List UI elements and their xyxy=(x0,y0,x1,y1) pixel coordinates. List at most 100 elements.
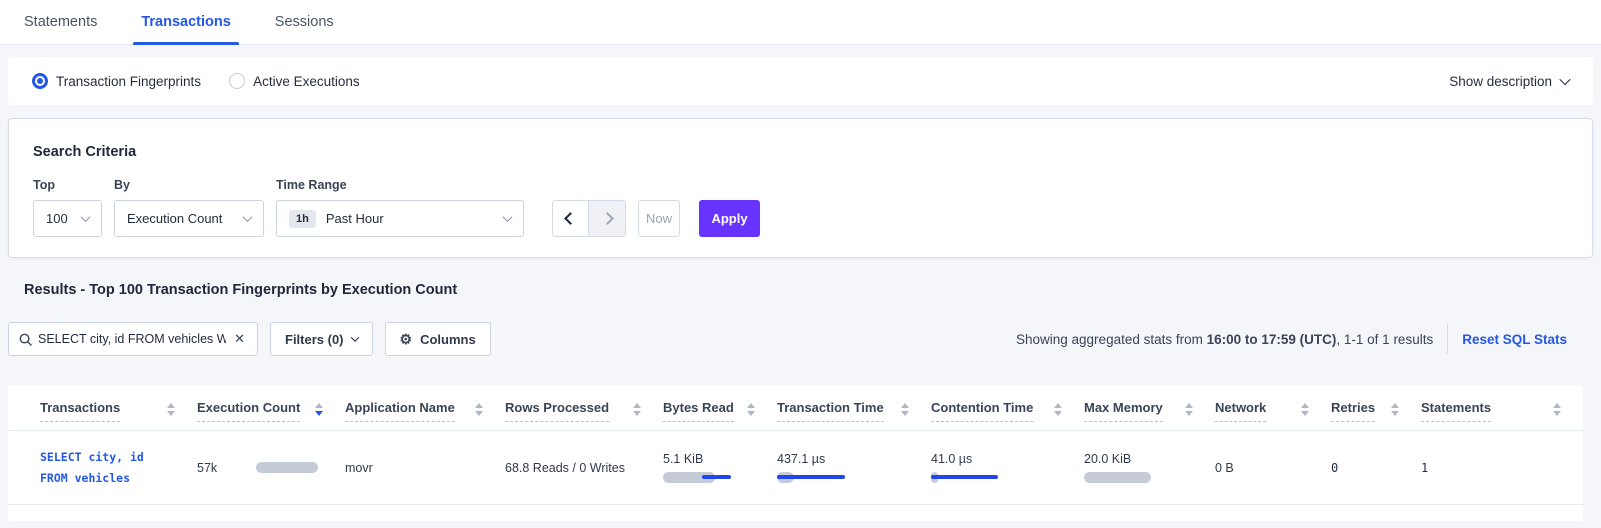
transaction-fingerprint-link[interactable]: SELECT city, id FROM vehicles xyxy=(40,449,144,485)
next-time-window-button[interactable] xyxy=(589,200,626,237)
transactions-table: Transactions Execution Count Application… xyxy=(8,385,1583,521)
column-header-application-name[interactable]: Application Name xyxy=(345,385,505,430)
cell-rows-processed: 68.8 Reads / 0 Writes xyxy=(505,431,663,504)
search-input[interactable] xyxy=(38,332,227,346)
cell-bytes-read: 5.1 KiB xyxy=(663,431,777,504)
sort-icon xyxy=(1185,403,1193,416)
column-header-statements[interactable]: Statements xyxy=(1421,385,1583,430)
radio-active-executions[interactable]: Active Executions xyxy=(229,73,360,89)
time-range-label: Time Range xyxy=(276,178,347,192)
cell-statements: 1 xyxy=(1421,431,1583,504)
divider xyxy=(1447,324,1449,354)
sort-icon xyxy=(1553,403,1561,416)
previous-time-window-button[interactable] xyxy=(552,200,589,237)
sort-icon xyxy=(901,403,909,416)
cell-max-memory: 20.0 KiB xyxy=(1084,431,1215,504)
contention-time-bar xyxy=(931,471,999,484)
chevron-down-icon xyxy=(350,333,359,342)
sort-icon xyxy=(475,403,483,416)
cell-contention-time: 41.0 µs xyxy=(931,431,1084,504)
gear-icon: ⚙ xyxy=(399,331,413,347)
time-range-badge: 1h xyxy=(289,209,316,228)
search-criteria-title: Search Criteria xyxy=(33,144,137,160)
time-range-value: Past Hour xyxy=(325,211,384,226)
cell-retries: 0 xyxy=(1331,431,1421,504)
radio-transaction-fingerprints[interactable]: Transaction Fingerprints xyxy=(32,73,201,89)
radio-label: Active Executions xyxy=(253,73,360,89)
apply-button[interactable]: Apply xyxy=(699,200,760,237)
contention-time-value: 41.0 µs xyxy=(931,451,973,466)
cell-network: 0 B xyxy=(1215,431,1331,504)
bytes-read-bar xyxy=(663,471,731,484)
show-description-label: Show description xyxy=(1449,73,1552,89)
column-header-transactions[interactable]: Transactions xyxy=(40,385,197,430)
now-button[interactable]: Now xyxy=(638,200,680,237)
tab-statements[interactable]: Statements xyxy=(16,0,105,44)
column-header-network[interactable]: Network xyxy=(1215,385,1331,430)
cell-transaction-time: 437.1 µs xyxy=(777,431,931,504)
filters-button[interactable]: Filters (0) xyxy=(270,322,373,356)
sort-icon xyxy=(315,403,323,416)
execution-count-value: 57k xyxy=(197,460,218,475)
column-header-rows-processed[interactable]: Rows Processed xyxy=(505,385,663,430)
chevron-down-icon xyxy=(502,212,513,223)
results-toolbar: ✕ Filters (0) ⚙ Columns Showing aggregat… xyxy=(8,322,1593,356)
aggregated-stats-text: Showing aggregated stats from 16:00 to 1… xyxy=(1016,331,1434,347)
time-window-arrows xyxy=(552,200,626,237)
search-criteria-panel: Search Criteria Top 100 By Execution Cou… xyxy=(8,118,1593,258)
tab-transactions[interactable]: Transactions xyxy=(133,0,240,45)
chevron-down-icon xyxy=(242,212,253,223)
execution-count-bar xyxy=(256,461,319,474)
max-memory-bar xyxy=(1084,471,1151,484)
clear-search-icon[interactable]: ✕ xyxy=(234,331,245,346)
by-label: By xyxy=(114,178,130,192)
rows-processed-value: 68.8 Reads / 0 Writes xyxy=(505,460,625,475)
radio-icon xyxy=(229,73,246,89)
by-select-value: Execution Count xyxy=(127,211,223,226)
sort-icon xyxy=(747,403,755,416)
cell-application-name: movr xyxy=(345,431,505,504)
retries-value: 0 xyxy=(1331,460,1339,475)
columns-button[interactable]: ⚙ Columns xyxy=(384,322,491,356)
time-range-select[interactable]: 1h Past Hour xyxy=(276,200,524,237)
statements-value: 1 xyxy=(1421,460,1429,475)
column-header-transaction-time[interactable]: Transaction Time xyxy=(777,385,931,430)
top-label: Top xyxy=(33,178,55,192)
top-select[interactable]: 100 xyxy=(33,200,102,237)
bytes-read-value: 5.1 KiB xyxy=(663,451,704,466)
transaction-time-bar xyxy=(777,471,845,484)
tab-label: Statements xyxy=(24,14,98,30)
reset-sql-stats-link[interactable]: Reset SQL Stats xyxy=(1462,331,1567,347)
table-header-row: Transactions Execution Count Application… xyxy=(8,385,1583,430)
top-field: Top 100 xyxy=(33,178,102,237)
chevron-right-icon xyxy=(600,212,614,225)
network-value: 0 B xyxy=(1215,460,1234,475)
search-criteria-controls: Top 100 By Execution Count Time Range 1h… xyxy=(33,178,1568,237)
filters-label: Filters (0) xyxy=(285,331,344,347)
chevron-down-icon xyxy=(1559,73,1571,86)
transaction-time-value: 437.1 µs xyxy=(777,451,826,466)
view-mode-bar: Transaction Fingerprints Active Executio… xyxy=(8,57,1593,105)
by-select[interactable]: Execution Count xyxy=(114,200,264,237)
column-header-max-memory[interactable]: Max Memory xyxy=(1084,385,1215,430)
sort-icon xyxy=(1301,403,1309,416)
sort-icon xyxy=(1054,403,1062,416)
chevron-down-icon xyxy=(80,212,91,223)
show-description-toggle[interactable]: Show description xyxy=(1449,73,1571,89)
application-name-value: movr xyxy=(345,460,373,475)
column-header-bytes-read[interactable]: Bytes Read xyxy=(663,385,777,430)
column-header-contention-time[interactable]: Contention Time xyxy=(931,385,1084,430)
sort-icon xyxy=(633,403,641,416)
tab-label: Sessions xyxy=(274,14,334,30)
columns-label: Columns xyxy=(420,331,476,347)
column-header-execution-count[interactable]: Execution Count xyxy=(197,385,345,430)
tab-sessions[interactable]: Sessions xyxy=(267,0,342,44)
radio-label: Transaction Fingerprints xyxy=(56,73,202,89)
table-row: SELECT city, id FROM vehicles 57k movr 68… xyxy=(8,430,1583,505)
results-heading: Results - Top 100 Transaction Fingerprin… xyxy=(24,282,458,298)
top-select-value: 100 xyxy=(46,211,68,226)
stats-area: Showing aggregated stats from 16:00 to 1… xyxy=(1016,324,1593,354)
radio-icon xyxy=(32,73,48,89)
column-header-retries[interactable]: Retries xyxy=(1331,385,1421,430)
time-range-field: Time Range 1h Past Hour xyxy=(276,178,524,237)
